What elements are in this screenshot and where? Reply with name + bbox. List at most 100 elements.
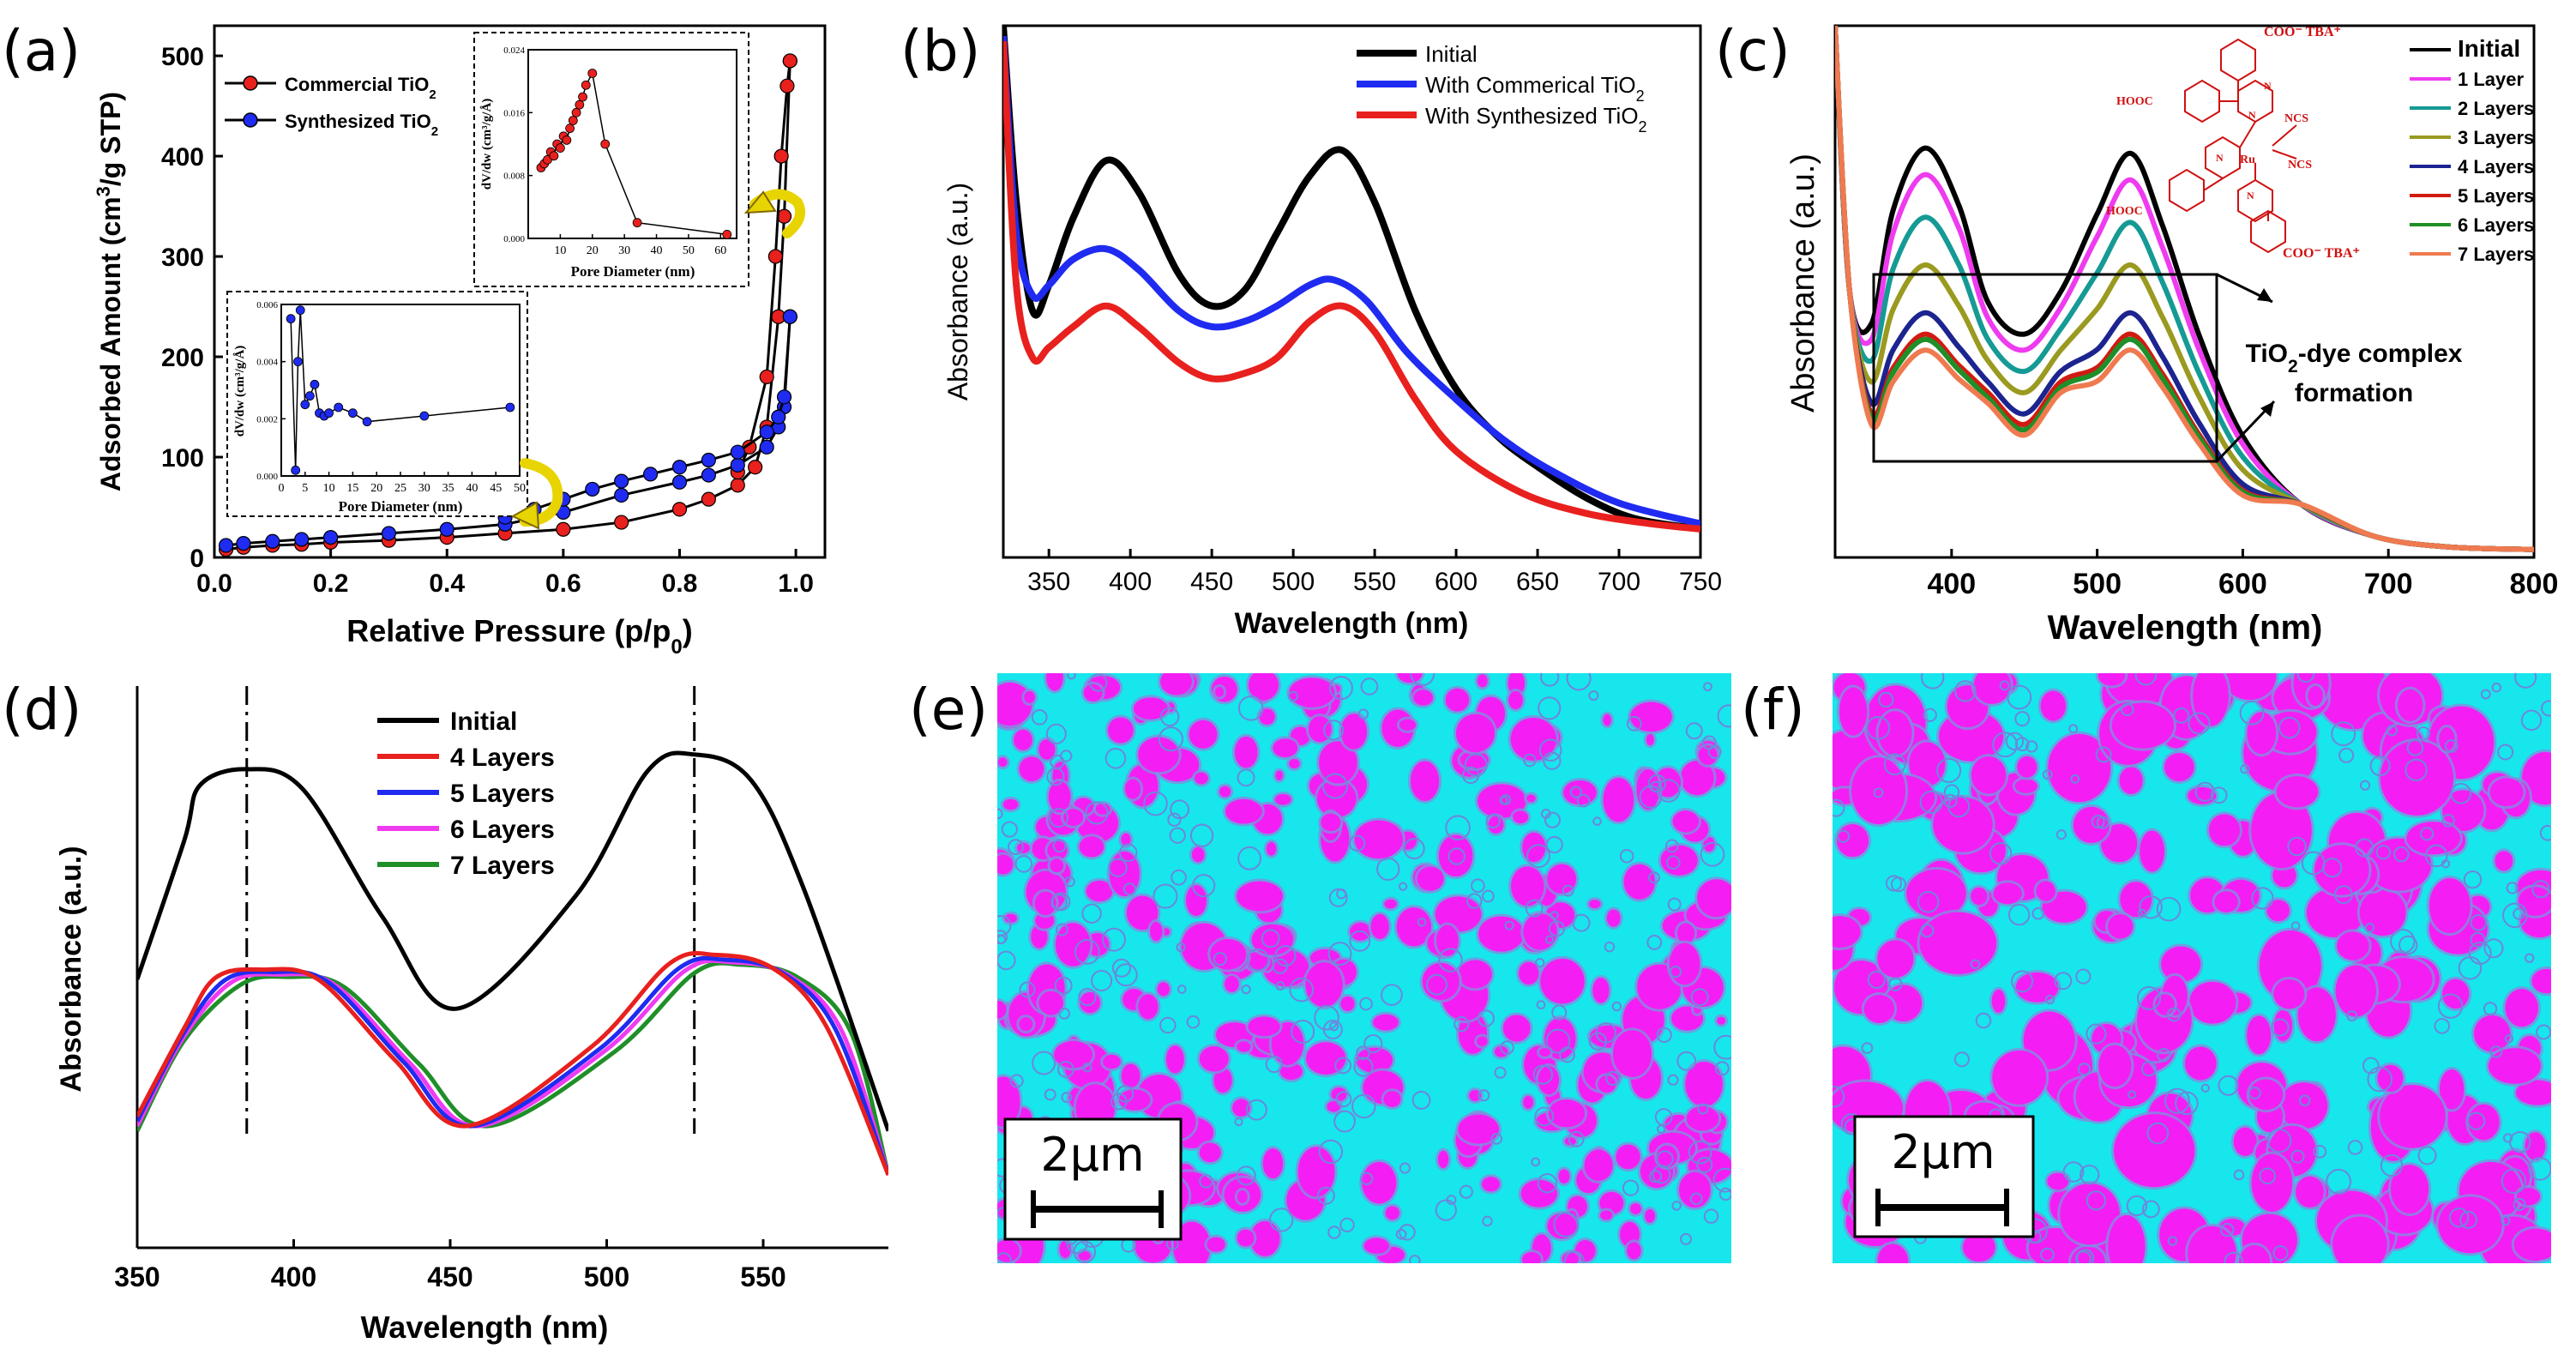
texture-grain (1348, 834, 1366, 852)
texture-blob (1906, 869, 1966, 918)
series-line (1003, 26, 1700, 533)
texture-blob (1717, 1016, 1726, 1025)
texture-grain (2085, 1023, 2107, 1045)
texture-grain (1438, 948, 1463, 973)
texture-grain (2450, 782, 2472, 804)
molecule-structure (2169, 38, 2297, 254)
texture-grain (2290, 921, 2301, 931)
texture-blob (1062, 809, 1084, 826)
texture-grain (1867, 970, 1886, 990)
texture-grain (2248, 1087, 2261, 1099)
texture-grain (1009, 1074, 1024, 1088)
texture-blob (2406, 822, 2460, 855)
texture-blob (1833, 916, 1861, 948)
texture-blob (1526, 794, 1536, 803)
inset-point (286, 314, 296, 324)
x-tick-label: 0.6 (545, 569, 581, 598)
texture-blob (1645, 1208, 1656, 1223)
texture-blob (2317, 673, 2390, 730)
texture-blob (1455, 714, 1496, 753)
texture-blob (1477, 674, 1488, 688)
inset-point (310, 379, 320, 389)
texture-grain (2386, 725, 2398, 737)
data-point (776, 208, 792, 224)
texture-blob (1548, 1099, 1586, 1128)
legend-label-commercial: With Commerical TiO2 (1425, 72, 1645, 105)
texture-grain (1058, 1007, 1071, 1020)
texture-grain (1403, 838, 1425, 860)
texture-blob (1521, 1251, 1541, 1263)
arrow-icon (2257, 288, 2272, 302)
texture-blob (1563, 780, 1597, 805)
texture-blob (1438, 834, 1473, 877)
texture-grain (2251, 887, 2274, 910)
texture-grain (1936, 757, 1962, 783)
legend-label-synthesized: Synthesized TiO2 (285, 111, 438, 139)
texture-blob (1384, 899, 1397, 909)
texture-grain (1545, 835, 1563, 854)
texture-blob (1262, 948, 1309, 987)
texture-blob (1397, 673, 1423, 684)
texture-blob (2140, 830, 2165, 872)
texture-blob (1138, 994, 1159, 1020)
texture-grain (2025, 740, 2038, 753)
texture-grain (2139, 895, 2163, 919)
texture-blob (1863, 994, 1895, 1023)
legend-label-commercial: Commercial TiO2 (285, 74, 436, 102)
texture-grain (1539, 673, 1560, 687)
texture-grain (2296, 673, 2315, 684)
texture-blob (2259, 930, 2321, 1001)
texture-blob (1195, 772, 1208, 785)
texture-grain (1091, 969, 1113, 992)
data-point (748, 460, 763, 475)
texture-blob (1558, 1169, 1570, 1184)
texture-blob (1004, 913, 1017, 923)
texture-grain (1499, 796, 1508, 805)
texture-grain (1104, 747, 1127, 769)
texture-blob (1237, 1190, 1248, 1203)
texture-grain (2137, 985, 2162, 1010)
inset-point (578, 92, 587, 102)
texture-blob (1458, 1114, 1500, 1144)
texture-grain (2077, 1063, 2091, 1076)
texture-grain (1237, 696, 1264, 721)
texture-blob (1319, 741, 1357, 784)
texture-grain (2497, 744, 2514, 761)
texture-blob (1877, 940, 1914, 978)
texture-grain (1664, 839, 1679, 853)
series-line (137, 961, 888, 1176)
texture-grain (1159, 707, 1180, 727)
x-tick-label: 350 (1027, 568, 1070, 596)
texture-grain (2259, 1167, 2277, 1185)
data-point (585, 481, 600, 497)
texture-blob (2513, 1228, 2551, 1262)
molecule-label: NCS (2284, 112, 2308, 125)
texture-blob (1370, 913, 1389, 940)
texture-grain (2166, 1007, 2182, 1022)
texture-grain (1376, 857, 1400, 882)
texture-grain (1685, 722, 1703, 740)
texture-blob (1678, 1171, 1711, 1208)
texture-blob (2036, 881, 2055, 901)
texture-grain (1837, 829, 1851, 843)
texture-blob (1236, 881, 1283, 912)
inset-point (568, 116, 578, 125)
texture-grain (1234, 1117, 1243, 1127)
texture-blob (1248, 1016, 1280, 1037)
legend-label: 4 Layers (450, 744, 555, 772)
data-point (776, 389, 792, 405)
texture-grain (2359, 780, 2371, 791)
texture-grain (2331, 721, 2356, 747)
texture-grain (2434, 1018, 2451, 1034)
texture-grain (2188, 712, 2211, 735)
inset-x-tick-label: 20 (370, 482, 382, 495)
texture-grain (2173, 707, 2190, 724)
panel-label-b: (b) (900, 18, 980, 84)
texture-blob (2438, 1196, 2502, 1254)
arrow-icon (2260, 401, 2274, 417)
texture-grain (2194, 781, 2215, 802)
texture-blob (2380, 740, 2454, 816)
texture-blob (1038, 991, 1064, 1015)
scale-bar-label: 2μm (1040, 1128, 1144, 1182)
texture-grain (1646, 935, 1663, 950)
